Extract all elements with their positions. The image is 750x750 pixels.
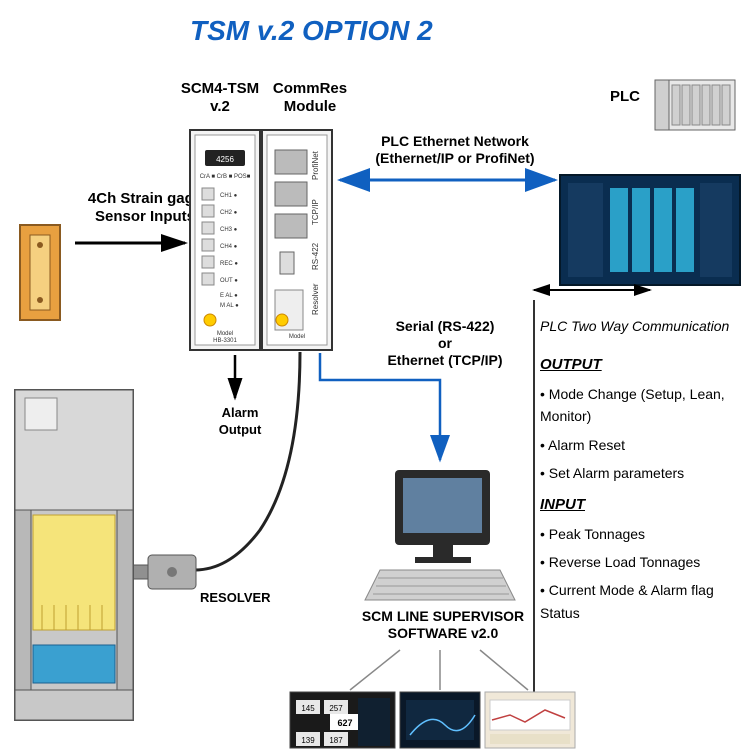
output-header: OUTPUT	[540, 353, 740, 377]
svg-text:CH4 ●: CH4 ●	[220, 244, 238, 250]
svg-text:RS-422: RS-422	[311, 242, 320, 270]
commres-module-icon: ProfiNet TCP/IP RS-422 Resolver Model	[262, 130, 332, 350]
software-thumb-2	[400, 692, 480, 748]
plc-rack-icon	[655, 80, 735, 130]
svg-text:CrA ■ CrB ■ POS■: CrA ■ CrB ■ POS■	[200, 174, 251, 180]
side-panel: OUTPUT • Mode Change (Setup, Lean, Monit…	[540, 345, 740, 630]
label-software: SCM LINE SUPERVISOR SOFTWARE v2.0	[338, 608, 548, 642]
software-thumb-3	[485, 692, 575, 748]
output-item: • Alarm Reset	[540, 434, 740, 456]
cable-resolver	[195, 352, 300, 570]
resolver-icon	[128, 555, 196, 589]
svg-text:Model: Model	[289, 334, 305, 340]
svg-text:HB-3301: HB-3301	[213, 338, 237, 344]
label-resolver: RESOLVER	[200, 590, 271, 607]
plc-unit-icon	[560, 175, 740, 285]
input-item: • Peak Tonnages	[540, 523, 740, 545]
input-item: • Reverse Load Tonnages	[540, 551, 740, 573]
svg-text:REC ●: REC ●	[220, 261, 238, 267]
sensor-icon	[20, 225, 60, 320]
label-sensor-inputs: 4Ch Strain gage Sensor Inputs	[75, 190, 215, 226]
output-item: • Set Alarm parameters	[540, 462, 740, 484]
press-machine-icon	[15, 390, 133, 720]
input-header: INPUT	[540, 493, 740, 517]
svg-text:ProfiNet: ProfiNet	[311, 150, 320, 180]
svg-text:OUT ●: OUT ●	[220, 278, 238, 284]
diagram-title: TSM v.2 OPTION 2	[190, 15, 433, 47]
svg-text:139: 139	[301, 736, 315, 745]
svg-text:E AL ●: E AL ●	[220, 293, 238, 299]
svg-text:145: 145	[301, 704, 315, 713]
svg-text:CH2 ●: CH2 ●	[220, 210, 238, 216]
svg-text:Resolver: Resolver	[311, 283, 320, 315]
svg-text:CH3 ●: CH3 ●	[220, 227, 238, 233]
input-item: • Current Mode & Alarm flag Status	[540, 579, 740, 624]
label-plc: PLC	[600, 88, 650, 106]
software-thumb-1: 145 257 627 139 187	[290, 692, 395, 748]
label-commres: CommRes Module	[265, 80, 355, 116]
svg-text:257: 257	[329, 704, 343, 713]
computer-icon	[365, 470, 515, 600]
arrow-serial-to-pc	[320, 353, 440, 460]
label-alarm-output: Alarm Output	[205, 405, 275, 439]
svg-text:TCP/IP: TCP/IP	[311, 199, 320, 225]
svg-text:627: 627	[337, 718, 352, 728]
svg-text:187: 187	[329, 736, 343, 745]
svg-text:M AL ●: M AL ●	[220, 303, 239, 309]
scm4-module-icon: 4256 CrA ■ CrB ■ POS■ CH1 ● CH2 ● CH3 ● CH…	[190, 130, 260, 350]
svg-text:4256: 4256	[216, 155, 234, 164]
label-plc-network: PLC Ethernet Network (Ethernet/IP or Pro…	[355, 133, 555, 167]
svg-text:CH1 ●: CH1 ●	[220, 193, 238, 199]
output-item: • Mode Change (Setup, Lean, Monitor)	[540, 383, 740, 428]
svg-text:Model: Model	[217, 331, 233, 337]
label-plc-two-way: PLC Two Way Communication	[540, 318, 729, 334]
label-serial-ethernet: Serial (RS-422) or Ethernet (TCP/IP)	[370, 318, 520, 368]
label-scm4: SCM4-TSM v.2	[175, 80, 265, 116]
